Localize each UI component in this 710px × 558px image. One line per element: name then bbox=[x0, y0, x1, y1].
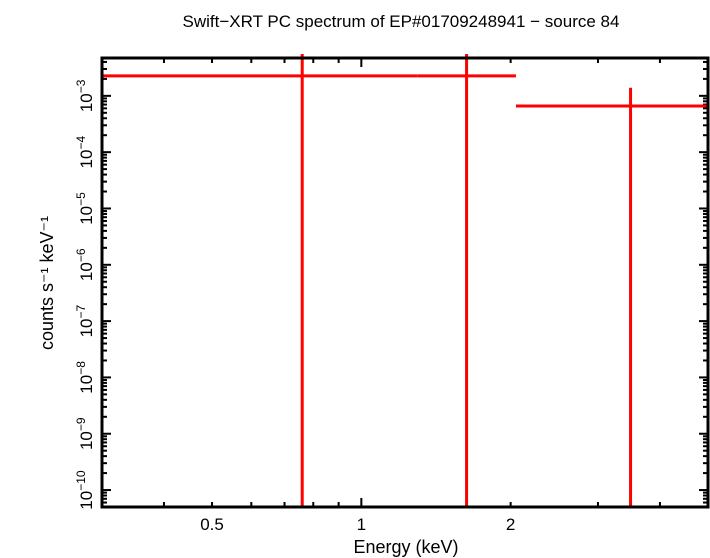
data-points bbox=[102, 54, 708, 507]
x-tick-label: 2 bbox=[506, 515, 515, 534]
x-axis-label: Energy (keV) bbox=[353, 537, 458, 557]
data-point bbox=[102, 54, 418, 507]
y-tick-label: 10−6 bbox=[74, 248, 96, 281]
plot-frame bbox=[100, 56, 710, 509]
y-tick-label: 10−8 bbox=[74, 361, 96, 394]
y-tick-label: 10−4 bbox=[74, 136, 96, 169]
data-point bbox=[515, 87, 708, 507]
x-tick-labels: 0.5 1 2 bbox=[200, 515, 515, 534]
y-tick-label: 10−9 bbox=[74, 417, 96, 450]
y-tick-label: 10−5 bbox=[74, 192, 96, 225]
y-tick-label: 10−7 bbox=[74, 304, 96, 337]
y-tick-labels: 10−3 10−4 10−5 10−6 10−7 10−8 10−9 10−10 bbox=[74, 79, 96, 509]
x-tick-label: 1 bbox=[357, 515, 366, 534]
axis-ticks bbox=[101, 58, 709, 508]
y-axis-label: counts s⁻¹ keV⁻¹ bbox=[37, 216, 57, 350]
y-tick-label: 10−10 bbox=[74, 470, 96, 510]
x-tick-label: 0.5 bbox=[200, 515, 224, 534]
y-tick-label: 10−3 bbox=[74, 79, 96, 112]
data-point bbox=[417, 54, 516, 507]
chart-title: Swift−XRT PC spectrum of EP#01709248941 … bbox=[183, 12, 620, 31]
